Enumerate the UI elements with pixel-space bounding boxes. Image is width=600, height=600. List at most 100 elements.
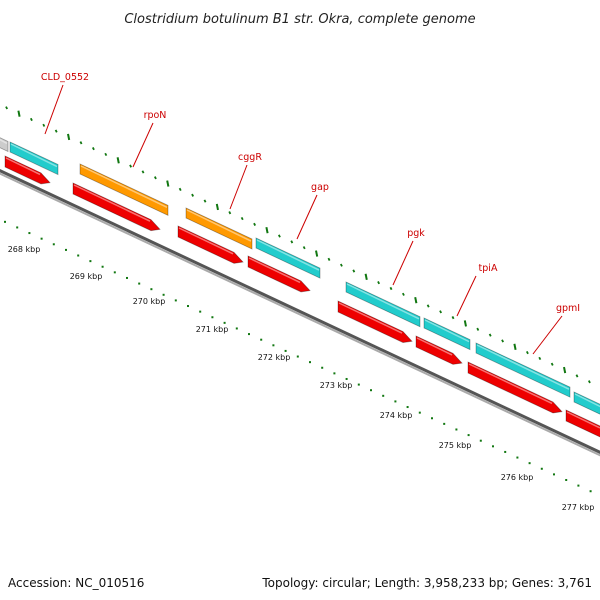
- outer-tick: [253, 222, 257, 226]
- outer-tick: [575, 374, 579, 378]
- outer-tick: [17, 110, 21, 117]
- outer-tick: [352, 269, 356, 273]
- scale-dot: [516, 456, 519, 459]
- gene-bar-6[interactable]: [475, 342, 571, 398]
- cds-arrow-1[interactable]: [72, 182, 161, 232]
- scale-dot: [321, 366, 324, 369]
- cds-arrow-2[interactable]: [177, 225, 244, 264]
- gene-label-gap[interactable]: gap: [311, 182, 329, 193]
- gene-bar-4[interactable]: [345, 281, 421, 328]
- scale-dot: [492, 445, 494, 448]
- scale-dot: [101, 265, 104, 268]
- scale-label: 274 kbp: [380, 411, 413, 420]
- outer-tick: [525, 350, 529, 355]
- scale-dot: [284, 349, 287, 352]
- scale-dot: [272, 344, 275, 347]
- cds-arrow-5[interactable]: [415, 335, 463, 365]
- cds-arrow-edge-8[interactable]: [565, 409, 600, 438]
- scale-dot: [418, 411, 421, 414]
- outer-tick: [426, 304, 430, 308]
- gene-leader-line: [532, 315, 563, 355]
- gene-leader-line: [229, 164, 248, 210]
- gene-bar-1-highlight: [80, 165, 168, 209]
- gene-label-cld-0552[interactable]: CLD_0552: [41, 72, 89, 83]
- outer-tick: [290, 240, 294, 244]
- outer-tick: [166, 180, 170, 187]
- outer-tick: [513, 343, 517, 350]
- outer-tick: [389, 286, 393, 291]
- gene-leader-line: [456, 275, 477, 317]
- scale-dot: [577, 484, 580, 487]
- cds-arrow-3[interactable]: [247, 255, 311, 293]
- cds-arrow-4[interactable]: [337, 300, 413, 343]
- outer-tick: [228, 211, 232, 215]
- scale-dot: [4, 220, 6, 223]
- gene-label-rpon[interactable]: rpoN: [144, 110, 167, 121]
- gene-bar-1[interactable]: [79, 163, 169, 216]
- outer-tick: [129, 164, 133, 168]
- scale-dot: [113, 271, 116, 274]
- gene-bar-3-highlight: [256, 239, 320, 271]
- outer-tick: [563, 366, 567, 374]
- scale-dot: [187, 305, 189, 308]
- gene-label-gpmi[interactable]: gpmI: [556, 303, 580, 314]
- gene-bar-6-highlight: [476, 344, 570, 390]
- scale-dot: [479, 439, 482, 442]
- cds-arrow-3-highlight: [248, 257, 301, 284]
- scale-label: 276 kbp: [501, 473, 534, 482]
- scale-dot: [504, 450, 507, 453]
- cds-arrow-0-highlight: [5, 157, 41, 176]
- cds-arrow-2-highlight: [178, 227, 234, 255]
- scale-dot: [309, 361, 311, 364]
- scale-dot: [528, 462, 531, 465]
- outer-tick: [550, 362, 554, 366]
- outer-tick: [67, 133, 71, 141]
- scale-dot: [296, 355, 299, 358]
- cds-arrow-6-highlight: [468, 363, 553, 405]
- gene-label-tpia[interactable]: tpiA: [479, 263, 498, 274]
- scale-dot: [126, 276, 128, 279]
- outer-tick: [240, 216, 244, 221]
- scale-dot: [431, 417, 433, 420]
- gene-bar-5[interactable]: [423, 317, 471, 351]
- scale-dot: [382, 394, 385, 397]
- scale-dot: [443, 422, 446, 425]
- gene-bar-3[interactable]: [255, 237, 321, 279]
- outer-tick: [116, 157, 120, 164]
- gene-bar-0[interactable]: [9, 141, 59, 176]
- outer-tick: [302, 246, 306, 250]
- gene-bar-edge-0[interactable]: [0, 133, 9, 153]
- cds-arrow-6[interactable]: [467, 361, 563, 414]
- gene-bar-edge-0-highlight: [0, 138, 8, 145]
- scale-label: 277 kbp: [562, 503, 595, 512]
- scale-dot: [16, 226, 19, 229]
- cds-arrow-0[interactable]: [4, 155, 51, 185]
- gene-label-pgk[interactable]: pgk: [407, 228, 425, 239]
- outer-tick: [141, 170, 145, 174]
- outer-tick: [91, 147, 95, 151]
- scale-dot: [174, 299, 177, 302]
- outer-tick: [339, 263, 343, 267]
- gene-leader-line: [296, 194, 318, 240]
- outer-tick: [5, 106, 9, 110]
- outer-tick: [439, 310, 443, 314]
- scale-dot: [235, 327, 238, 330]
- gene-bar-5-highlight: [424, 319, 470, 343]
- scale-label: 270 kbp: [133, 297, 166, 306]
- gene-bar-edge-8[interactable]: [573, 391, 600, 419]
- outer-tick: [401, 292, 405, 296]
- gene-label-cggr[interactable]: cggR: [238, 152, 262, 163]
- outer-tick: [215, 203, 219, 211]
- outer-tick: [178, 187, 182, 192]
- scale-label: 273 kbp: [320, 381, 353, 390]
- scale-dot: [199, 310, 202, 313]
- gene-bar-4-highlight: [346, 283, 420, 320]
- outer-tick: [153, 176, 157, 180]
- scale-dot: [345, 377, 348, 380]
- feature-track: [0, 133, 600, 438]
- scale-dot: [162, 293, 165, 296]
- gene-leader-line: [44, 84, 64, 135]
- gene-bar-2[interactable]: [185, 207, 253, 250]
- outer-tick: [265, 227, 269, 234]
